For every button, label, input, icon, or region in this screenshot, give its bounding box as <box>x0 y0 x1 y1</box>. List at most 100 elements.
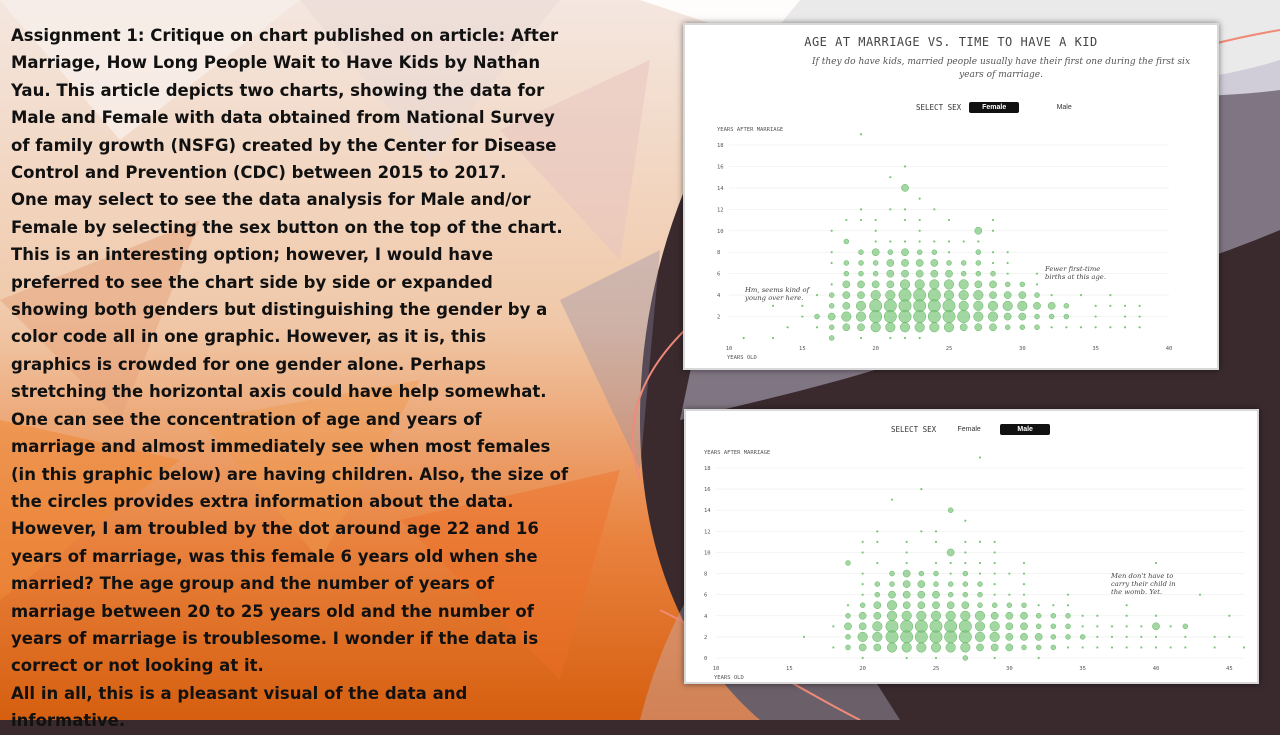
data-point <box>1022 593 1026 596</box>
data-point <box>1037 604 1040 607</box>
x-tick-label: 20 <box>859 666 866 672</box>
data-point <box>975 260 982 266</box>
data-point <box>929 279 940 290</box>
data-point <box>962 591 969 598</box>
data-point <box>858 249 864 255</box>
male-option-button[interactable]: Male <box>1000 424 1051 435</box>
data-point <box>898 310 912 323</box>
y-tick-label: 10 <box>717 229 724 235</box>
data-point <box>993 540 996 543</box>
data-point <box>901 248 909 257</box>
data-point <box>975 621 986 632</box>
data-point <box>861 583 864 586</box>
data-point <box>1020 622 1028 631</box>
data-point <box>946 548 955 557</box>
data-point <box>975 631 986 642</box>
data-point <box>832 625 835 628</box>
data-point <box>889 240 892 243</box>
female-option-button[interactable]: Female <box>969 102 1020 113</box>
data-point <box>947 218 951 222</box>
data-point <box>1154 646 1158 649</box>
data-point <box>889 336 892 340</box>
data-point <box>903 218 907 222</box>
y-tick-label: 2 <box>717 315 720 321</box>
y-tick-label: 6 <box>717 272 720 278</box>
data-point <box>944 322 955 333</box>
data-point <box>958 300 969 311</box>
data-point <box>933 240 936 243</box>
data-point <box>918 229 921 232</box>
data-point <box>944 290 955 301</box>
data-point <box>989 291 997 299</box>
data-point <box>1006 261 1009 265</box>
sex-selector: SELECT SEX Female Male <box>891 424 1051 435</box>
chart-annotation: Hm, seems kind of young over here. <box>744 286 811 302</box>
data-point <box>874 218 877 222</box>
data-point <box>933 208 936 211</box>
x-axis-label: YEARS OLD <box>714 675 744 681</box>
data-point <box>993 593 996 596</box>
data-point <box>1096 646 1099 649</box>
data-point <box>977 602 983 608</box>
chart-subtitle: If they do have kids, married people usu… <box>811 57 1191 80</box>
data-point <box>944 279 955 290</box>
data-point <box>918 197 921 200</box>
data-point <box>991 218 995 222</box>
data-point <box>947 240 951 243</box>
data-point <box>855 300 866 311</box>
data-point <box>832 646 835 649</box>
data-point <box>1094 304 1097 307</box>
data-point <box>1034 633 1043 641</box>
data-point <box>947 251 951 254</box>
data-point <box>993 583 996 586</box>
y-tick-label: 16 <box>704 487 711 493</box>
data-point <box>1008 593 1011 596</box>
y-tick-label: 8 <box>717 250 720 256</box>
data-point <box>886 642 897 653</box>
data-point <box>885 630 899 644</box>
data-point <box>1022 572 1026 575</box>
data-point <box>1154 561 1158 565</box>
data-point <box>978 561 982 565</box>
data-point <box>828 324 835 330</box>
data-point <box>964 540 967 543</box>
data-point <box>958 630 972 644</box>
data-point <box>1035 272 1039 275</box>
data-point <box>932 601 940 610</box>
data-point <box>1109 294 1112 297</box>
data-point <box>842 280 851 289</box>
data-point <box>1063 313 1070 320</box>
data-point <box>889 176 892 179</box>
data-point <box>1182 623 1189 630</box>
data-point <box>903 336 907 340</box>
data-point <box>947 507 954 513</box>
male-option-button[interactable]: Male <box>1056 104 1072 111</box>
female-option-button[interactable]: Female <box>957 426 981 433</box>
data-point <box>1123 315 1127 318</box>
data-point <box>889 581 895 587</box>
data-point <box>934 530 938 533</box>
y-tick-label: 14 <box>704 508 711 514</box>
data-point <box>960 642 971 653</box>
data-point <box>930 259 939 267</box>
data-point <box>887 249 894 255</box>
data-point <box>1094 315 1097 318</box>
data-point <box>1228 614 1231 617</box>
select-sex-label: SELECT SEX <box>891 425 937 434</box>
data-point <box>945 610 956 621</box>
data-point <box>1005 633 1014 641</box>
data-point <box>1213 635 1216 638</box>
data-point <box>859 133 863 136</box>
y-tick-label: 18 <box>717 143 724 149</box>
data-point <box>1152 622 1160 631</box>
data-point <box>844 622 852 631</box>
data-point <box>874 581 881 587</box>
data-point <box>1050 634 1057 640</box>
data-point <box>1079 294 1083 297</box>
data-point <box>1228 635 1231 638</box>
y-tick-label: 4 <box>704 614 708 620</box>
x-tick-label: 40 <box>1166 346 1173 352</box>
y-tick-label: 18 <box>704 466 711 472</box>
data-point <box>914 630 928 644</box>
data-point <box>1081 614 1084 617</box>
